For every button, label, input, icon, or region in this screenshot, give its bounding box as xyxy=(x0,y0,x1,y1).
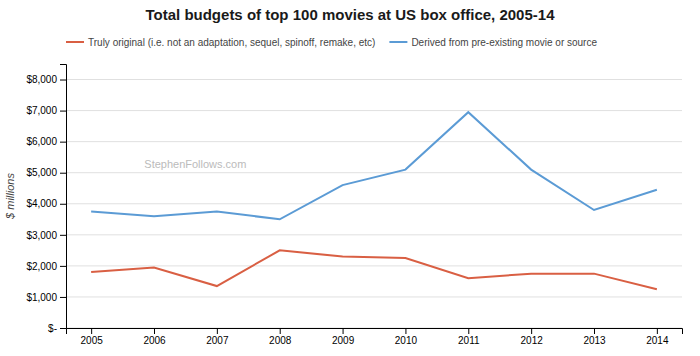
legend-item: Truly original (i.e. not an adaptation, … xyxy=(66,37,375,48)
y-tick-label: $7,000 xyxy=(26,105,57,116)
legend-item: Derived from pre-existing movie or sourc… xyxy=(389,37,597,48)
x-axis-line xyxy=(67,329,683,335)
x-tick-mark xyxy=(154,328,155,334)
y-tick: $4,000 xyxy=(26,198,66,209)
legend-label: Truly original (i.e. not an adaptation, … xyxy=(88,37,375,48)
y-tick: $1,000 xyxy=(26,292,66,303)
y-tick-mark xyxy=(60,80,66,81)
x-tick-label: 2011 xyxy=(458,335,480,346)
x-tick-mark xyxy=(405,328,406,334)
y-axis-line xyxy=(60,65,67,329)
y-tick: $3,000 xyxy=(26,230,66,241)
x-tick: 2008 xyxy=(269,328,292,346)
x-tick-label: 2006 xyxy=(143,335,166,346)
x-tick-mark xyxy=(217,328,218,334)
x-tick-label: 2008 xyxy=(269,335,292,346)
annotation: StephenFollows.com xyxy=(144,158,246,170)
x-tick: 2007 xyxy=(206,328,229,346)
series-line xyxy=(91,112,657,219)
x-tick: 2009 xyxy=(332,328,355,346)
legend: Truly original (i.e. not an adaptation, … xyxy=(66,37,597,48)
y-tick-label: $5,000 xyxy=(26,167,57,178)
legend-swatch xyxy=(66,41,84,43)
y-tick-label: $- xyxy=(48,323,57,334)
plot-area xyxy=(91,112,657,289)
y-tick: $- xyxy=(48,323,66,334)
y-tick-label: $1,000 xyxy=(26,292,57,303)
x-tick: 2010 xyxy=(395,328,418,346)
y-tick-label: $6,000 xyxy=(26,136,57,147)
y-tick-label: $4,000 xyxy=(26,198,57,209)
y-tick-label: $8,000 xyxy=(26,74,57,85)
x-tick: 2006 xyxy=(143,328,166,346)
chart: Total budgets of top 100 movies at US bo… xyxy=(0,0,700,356)
grid xyxy=(66,80,682,328)
x-tick-mark xyxy=(91,328,92,334)
grid-line xyxy=(66,203,682,204)
y-tick-label: $2,000 xyxy=(26,261,57,272)
y-tick-mark xyxy=(60,204,66,205)
y-tick-mark xyxy=(60,111,66,112)
x-axis: 2005 2006 2007 2008 2009 2010 2011 2012 2013 2014 xyxy=(67,328,683,346)
y-tick-label: $3,000 xyxy=(26,230,57,241)
x-tick-label: 2005 xyxy=(81,335,104,346)
x-tick-mark xyxy=(531,328,532,334)
x-tick-label: 2013 xyxy=(583,335,606,346)
x-tick: 2012 xyxy=(521,328,544,346)
x-tick: 2011 xyxy=(458,328,480,346)
grid-line xyxy=(66,79,682,80)
x-tick: 2014 xyxy=(646,328,669,346)
grid-line xyxy=(66,141,682,142)
y-tick-mark xyxy=(60,328,66,329)
y-tick: $8,000 xyxy=(26,74,66,85)
y-tick: $7,000 xyxy=(26,105,66,116)
x-tick-mark xyxy=(468,328,469,334)
y-tick: $6,000 xyxy=(26,136,66,147)
y-tick: $2,000 xyxy=(26,261,66,272)
grid-line xyxy=(66,265,682,266)
x-tick-label: 2007 xyxy=(206,335,229,346)
legend-label: Derived from pre-existing movie or sourc… xyxy=(411,37,597,48)
x-tick-label: 2012 xyxy=(521,335,544,346)
x-tick-mark xyxy=(280,328,281,334)
title: Total budgets of top 100 movies at US bo… xyxy=(146,6,556,23)
y-tick-mark xyxy=(60,235,66,236)
x-tick: 2005 xyxy=(81,328,104,346)
y-tick-mark xyxy=(60,297,66,298)
y-tick-mark xyxy=(60,266,66,267)
y-axis: $- $1,000 $2,000 $3,000 $4,000 $5,000 $6,000 $7… xyxy=(26,65,66,334)
x-tick-mark xyxy=(343,328,344,334)
y-tick: $5,000 xyxy=(26,167,66,178)
series-line xyxy=(91,250,657,289)
y-tick-mark xyxy=(60,142,66,143)
y-axis-title: $ millions xyxy=(4,173,16,220)
y-tick-mark xyxy=(60,173,66,174)
x-tick-label: 2014 xyxy=(646,335,669,346)
x-tick-label: 2009 xyxy=(332,335,355,346)
x-tick-mark xyxy=(657,328,658,334)
x-tick: 2013 xyxy=(583,328,606,346)
grid-line xyxy=(66,234,682,235)
grid-line xyxy=(66,110,682,111)
x-tick-mark xyxy=(594,328,595,334)
grid-line xyxy=(66,172,682,173)
grid-line xyxy=(66,296,682,297)
legend-swatch xyxy=(389,41,407,43)
x-tick-label: 2010 xyxy=(395,335,418,346)
